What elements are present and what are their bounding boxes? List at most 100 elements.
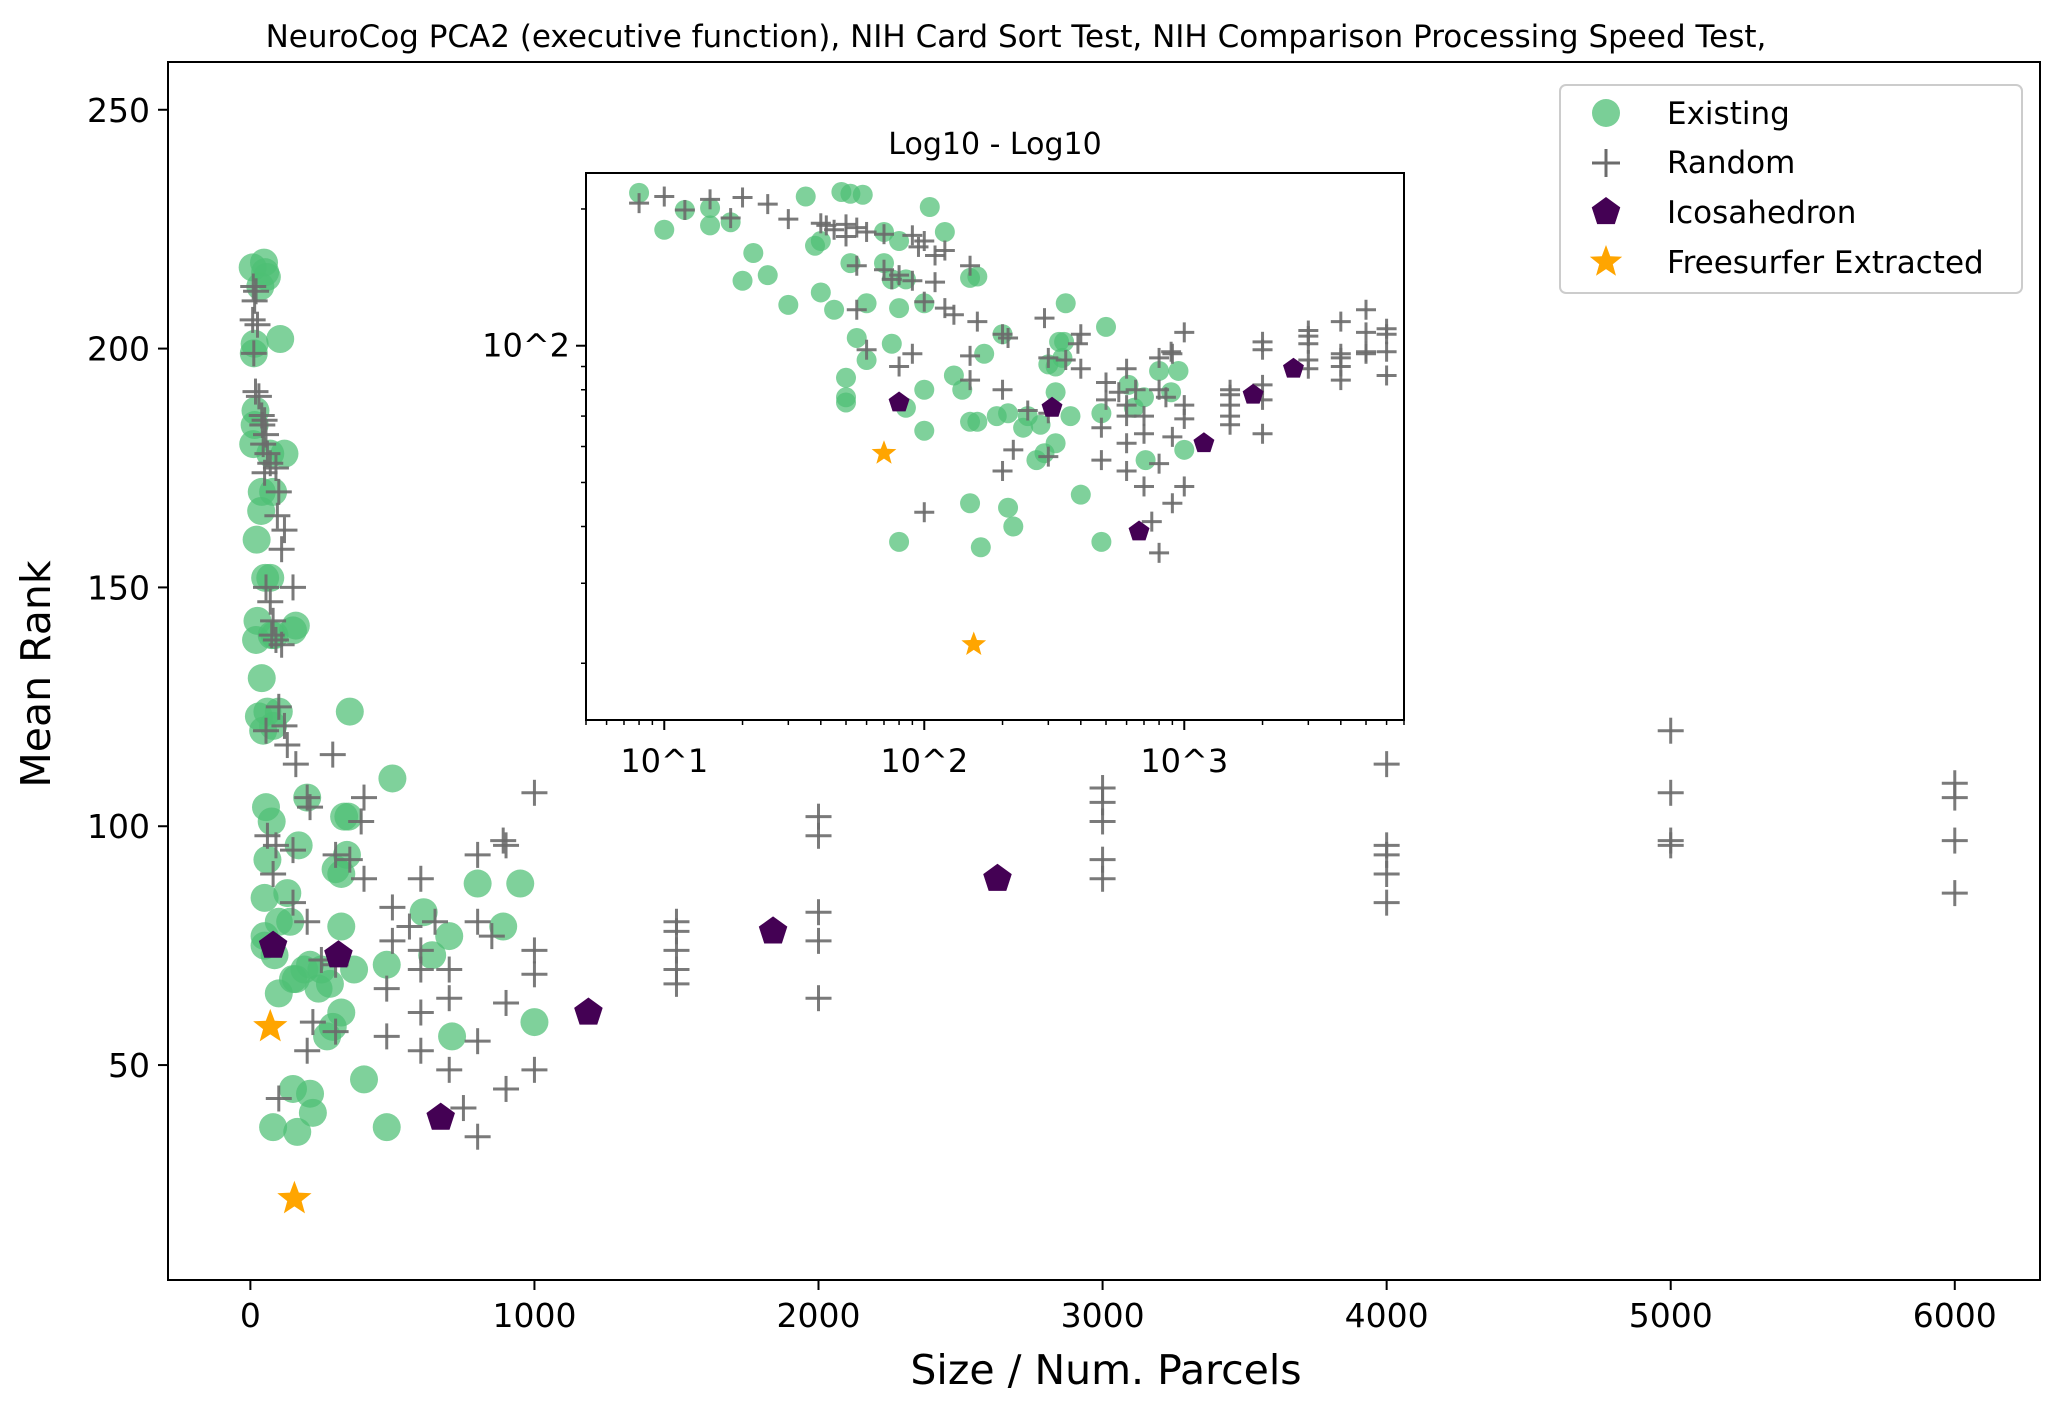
- inset-data-point: [1013, 417, 1034, 438]
- inset-background: [586, 173, 1404, 720]
- data-point: [279, 889, 306, 916]
- inset-data-point: [1376, 324, 1397, 345]
- data-point: [1373, 751, 1400, 778]
- data-point: [264, 979, 293, 1008]
- inset-title: Log10 - Log10: [888, 127, 1101, 162]
- inset-data-point: [836, 226, 857, 247]
- inset-data-point: [1067, 333, 1088, 354]
- data-point: [313, 1022, 342, 1051]
- inset-data-point: [1003, 439, 1024, 460]
- inset-data-point: [700, 189, 721, 210]
- inset-data-point: [960, 370, 981, 391]
- data-point: [1089, 865, 1116, 892]
- x-tick-label: 0: [240, 1296, 261, 1335]
- data-point: [521, 1056, 548, 1083]
- inset-data-point: [889, 531, 910, 552]
- inset-data-point: [1141, 511, 1162, 532]
- data-point: [274, 732, 301, 759]
- legend-marker-freesurfer: [1589, 245, 1623, 276]
- inset-data-point: [952, 379, 973, 400]
- legend: Existing Random Icosahedron Freesurfer E…: [1559, 84, 2023, 294]
- legend-marker-existing: [1592, 99, 1620, 127]
- x-tick-label: 2000: [777, 1296, 861, 1335]
- data-point: [279, 574, 306, 601]
- inset-y-ticks: 10^2: [482, 208, 586, 664]
- inset-data-point: [914, 379, 935, 400]
- inset-data-point: [1155, 387, 1176, 408]
- data-point: [270, 439, 299, 468]
- inset-data-point: [1026, 450, 1047, 471]
- inset-data-point: [943, 304, 964, 325]
- inset-data-point: [902, 343, 923, 364]
- data-point: [294, 1037, 321, 1064]
- inset-data-point: [889, 356, 910, 377]
- series-existing: [238, 248, 549, 1146]
- data-point: [262, 626, 289, 653]
- inset-series-freesurfer-extracted: [871, 440, 987, 655]
- data-point: [396, 913, 423, 940]
- data-point: [493, 832, 520, 859]
- inset-data-point: [1283, 357, 1304, 378]
- inset-data-point: [743, 242, 764, 263]
- inset-data-point: [805, 235, 826, 256]
- data-point: [1941, 784, 1968, 811]
- inset-data-point: [700, 215, 721, 236]
- data-point: [436, 985, 463, 1012]
- inset-x-ticks: 10^1 10^2 10^3: [585, 720, 1405, 780]
- data-point: [372, 1113, 401, 1142]
- legend-marker-random: [1592, 149, 1620, 177]
- inset-data-point: [960, 345, 981, 366]
- inset-data-point: [908, 236, 929, 257]
- y-axis-ticks: 50 100 150 200 250: [87, 91, 168, 1085]
- data-point: [297, 794, 324, 821]
- data-point: [418, 941, 447, 970]
- x-axis-label: Size / Num. Parcels: [910, 1346, 1301, 1394]
- legend-label-icosahedron: Icosahedron: [1667, 195, 1856, 231]
- data-point: [268, 631, 295, 658]
- inset-data-point: [881, 333, 902, 354]
- data-point: [282, 751, 309, 778]
- data-point: [304, 974, 333, 1003]
- inset-data-point: [1174, 322, 1195, 343]
- y-tick-label: 250: [87, 91, 150, 130]
- inset-data-point: [1116, 358, 1137, 379]
- data-point: [407, 865, 434, 892]
- inset-points: [629, 181, 1397, 655]
- inset-data-point: [1116, 460, 1137, 481]
- data-point: [265, 693, 292, 720]
- data-point: [379, 927, 406, 954]
- inset-data-point: [961, 631, 987, 655]
- series-icosahedron: [258, 863, 1012, 1130]
- inset-data-point: [1376, 365, 1397, 386]
- inset-x-tick-label: 10^2: [880, 742, 968, 780]
- inset-data-point: [960, 411, 981, 432]
- legend-marker-icosahedron: [1591, 197, 1621, 225]
- data-point: [1657, 779, 1684, 806]
- inset-data-point: [856, 339, 877, 360]
- inset-data-point: [934, 221, 955, 242]
- inset-data-point: [1060, 406, 1081, 427]
- inset-data-point: [1330, 311, 1351, 332]
- series-random: [239, 273, 1968, 1150]
- inset-data-point: [1174, 439, 1195, 460]
- y-tick-label: 100: [87, 807, 150, 846]
- inset-data-point: [1091, 531, 1112, 552]
- inset-data-point: [852, 184, 873, 205]
- legend-label-random: Random: [1667, 145, 1795, 181]
- inset-data-point: [778, 294, 799, 315]
- data-point: [251, 459, 278, 486]
- data-point: [521, 937, 548, 964]
- legend-label-existing: Existing: [1667, 96, 1790, 132]
- data-point: [805, 899, 832, 926]
- inset-data-point: [1174, 476, 1195, 497]
- data-point: [438, 1022, 467, 1051]
- x-axis-ticks: 0 1000 2000 3000 4000 5000 6000: [240, 1280, 1997, 1335]
- inset-data-point: [1091, 417, 1112, 438]
- y-tick-label: 200: [87, 330, 150, 369]
- data-point: [259, 1113, 288, 1142]
- data-point: [242, 525, 271, 554]
- inset-data-point: [998, 327, 1019, 348]
- inset-data-point: [1161, 382, 1182, 403]
- inset-data-point: [1133, 406, 1154, 427]
- legend-item-existing: Existing: [1592, 96, 1790, 132]
